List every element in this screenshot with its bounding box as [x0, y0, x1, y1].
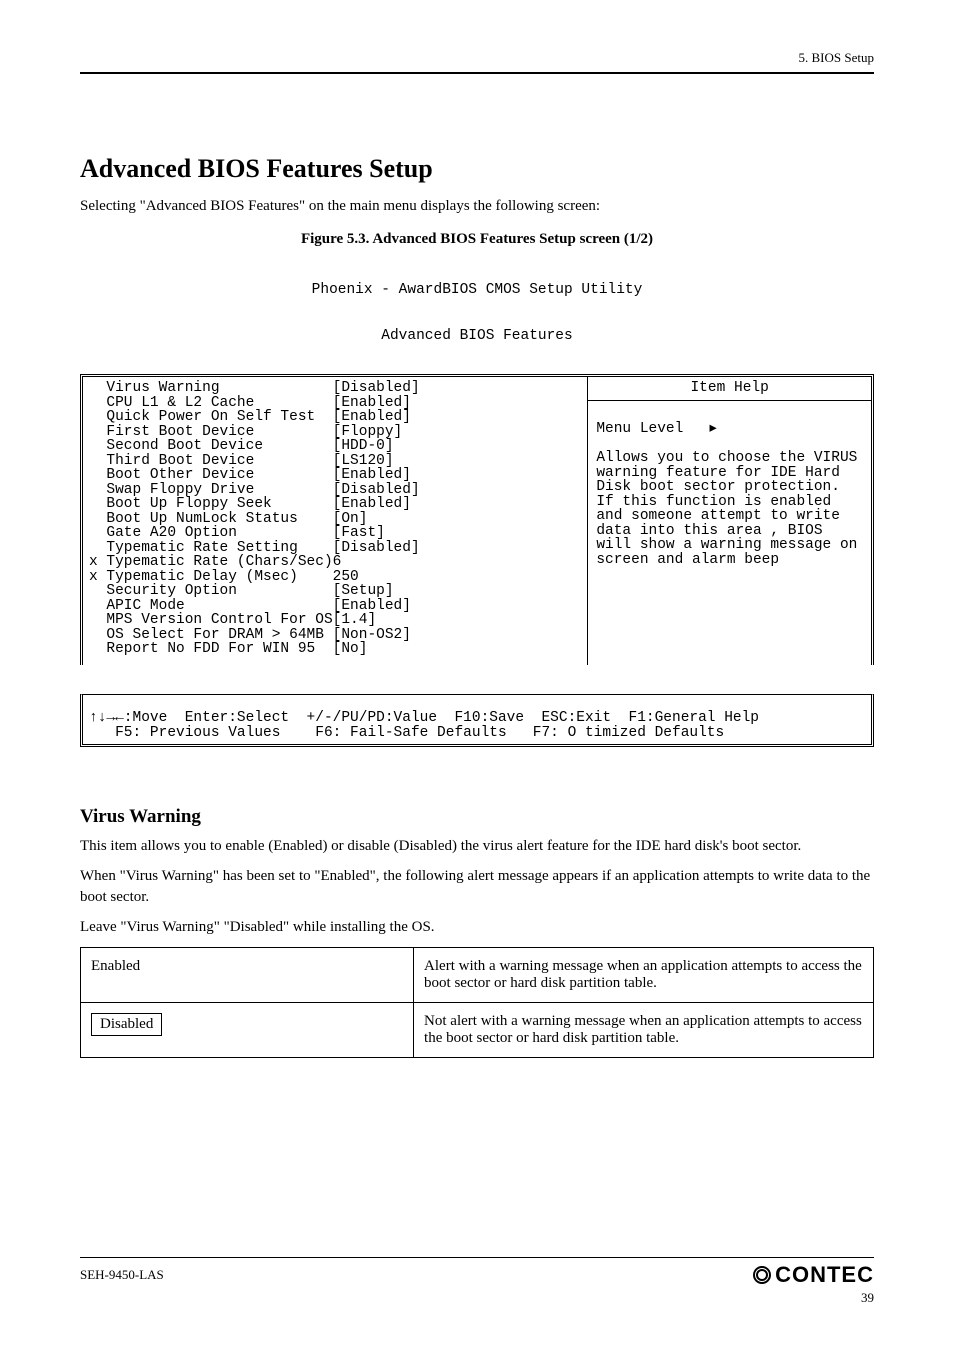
bios-title-1: Phoenix - AwardBIOS CMOS Setup Utility [80, 283, 874, 298]
subsection-note: Leave "Virus Warning" "Disabled" while i… [80, 917, 874, 937]
options-table: EnabledAlert with a warning message when… [80, 947, 874, 1058]
section-intro: Selecting "Advanced BIOS Features" on th… [80, 198, 874, 215]
chapter-heading: 5. BIOS Setup [80, 50, 874, 66]
subsection-p2: When "Virus Warning" has been set to "En… [80, 866, 874, 907]
table-row: Disabled Not alert with a warning message… [81, 1003, 874, 1058]
page-footer: SEH-9450-LAS CONTEC 39 [80, 1257, 874, 1306]
subsection-title: Virus Warning [80, 806, 874, 828]
option-desc: Not alert with a warning message when an… [414, 1003, 874, 1058]
option-key-boxed: Disabled [91, 1013, 162, 1036]
bios-key-legend: ↑↓→←:Move Enter:Select +/-/PU/PD:Value F… [80, 694, 874, 748]
footer-product: SEH-9450-LAS [80, 1267, 164, 1283]
footer-brand: CONTEC [753, 1262, 874, 1288]
table-row: EnabledAlert with a warning message when… [81, 948, 874, 1003]
bios-menu-level-label: Menu Level [596, 421, 683, 437]
figure-caption: Figure 5.3. Advanced BIOS Features Setup… [80, 231, 874, 248]
bios-help-pane: Item Help Menu Level ▸ Allows you to cho… [587, 377, 871, 665]
bios-settings-pane: Virus Warning [Disabled] CPU L1 & L2 Cac… [83, 377, 587, 665]
option-desc: Alert with a warning message when an app… [414, 948, 874, 1003]
subsection-p1: This item allows you to enable (Enabled)… [80, 836, 874, 856]
bios-help-title: Item Help [588, 377, 871, 401]
brand-logo-icon [753, 1266, 771, 1284]
bios-title-2: Advanced BIOS Features [80, 329, 874, 344]
option-key: Enabled [81, 948, 414, 1003]
bios-help-body: Allows you to choose the VIRUS warning f… [596, 450, 866, 568]
option-key: Disabled [81, 1003, 414, 1058]
bios-screenshot: Phoenix - AwardBIOS CMOS Setup Utility A… [80, 254, 874, 776]
page-number: 39 [80, 1290, 874, 1306]
top-rule [80, 72, 874, 74]
chevron-right-icon: ▸ [709, 420, 716, 436]
footer-brand-text: CONTEC [775, 1262, 874, 1288]
bios-footer-line2: F5: Previous Values F6: Fail-Safe Defaul… [89, 725, 724, 741]
section-title: Advanced BIOS Features Setup [80, 154, 874, 184]
